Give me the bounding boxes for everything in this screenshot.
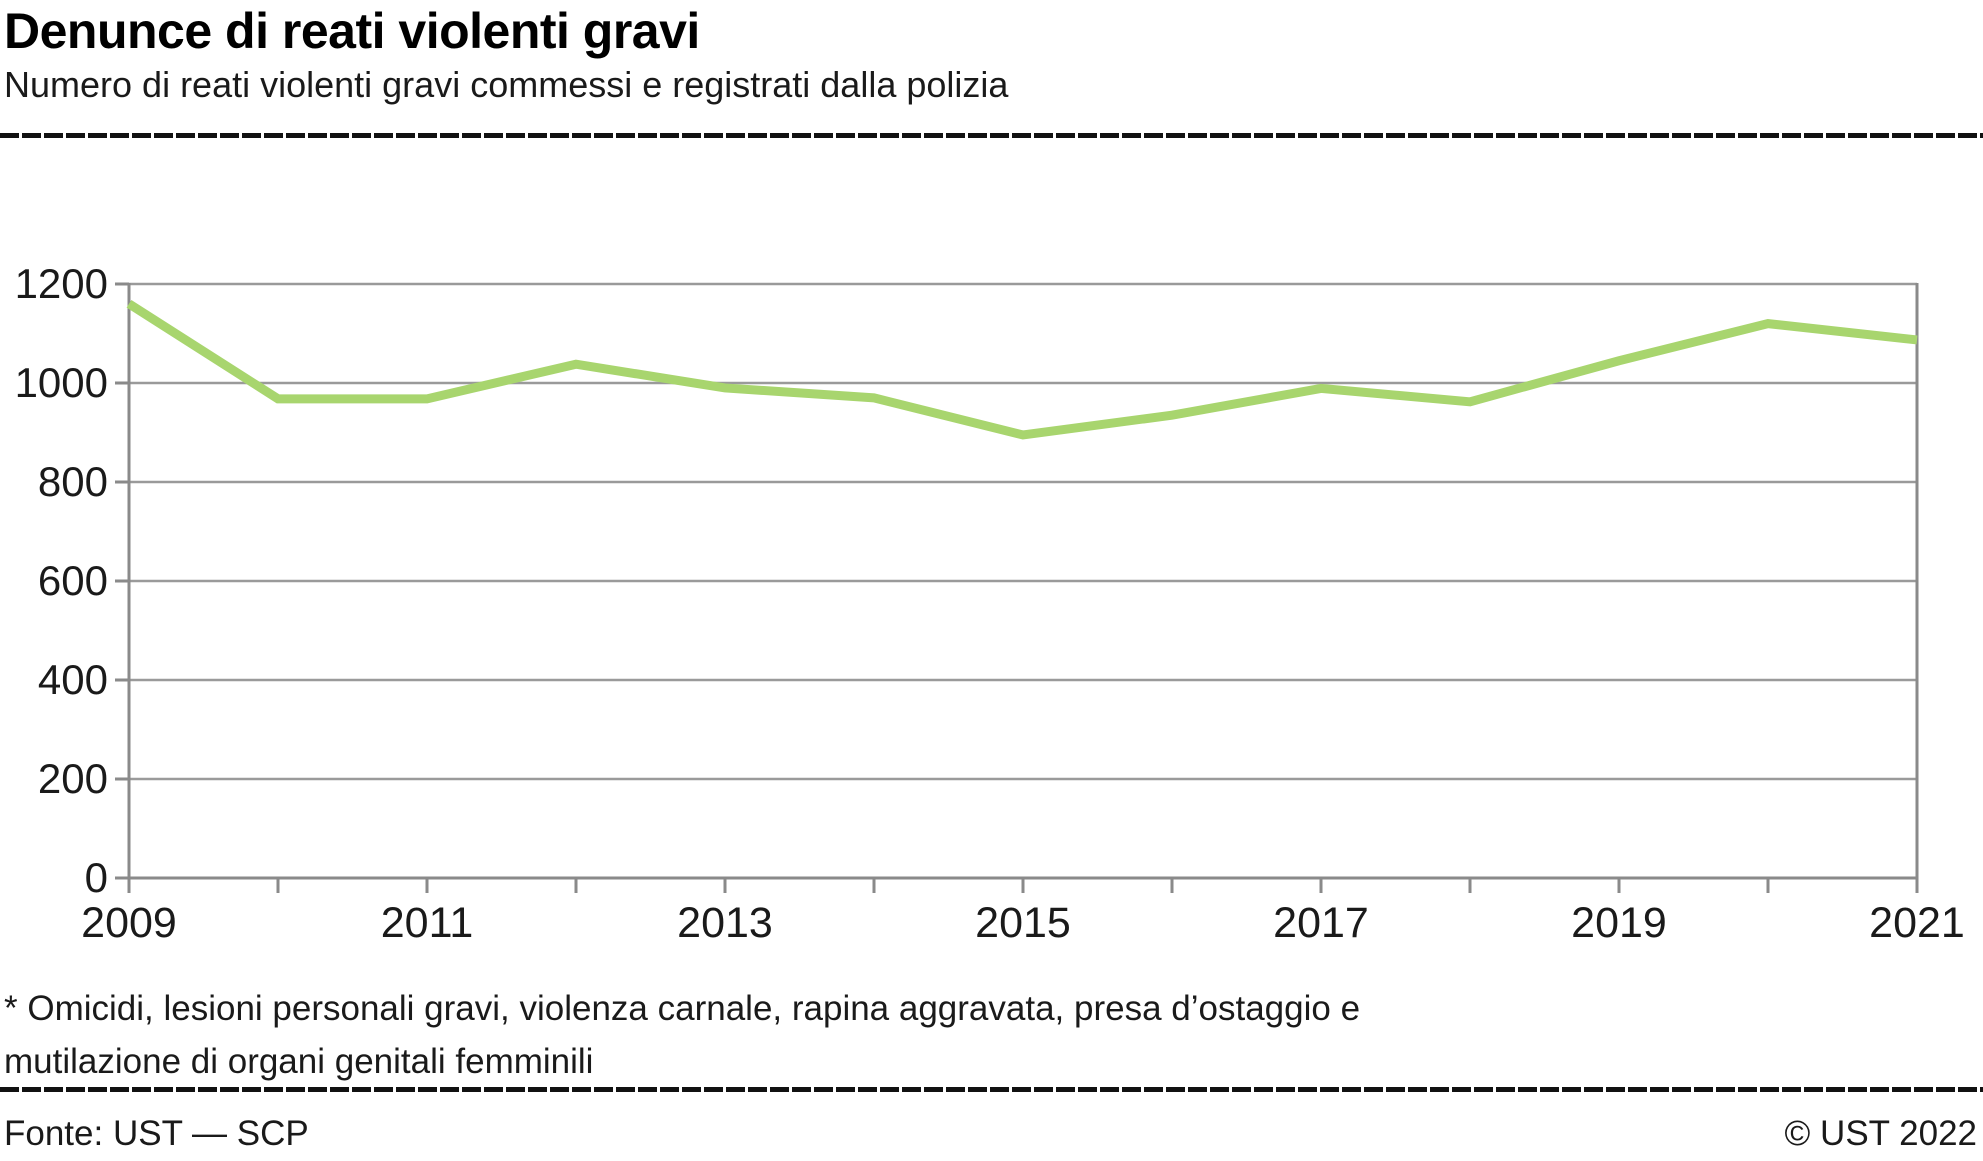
data-series-line (126, 300, 1918, 440)
y-axis-label: 400 (38, 656, 108, 703)
x-axis-label: 2017 (1273, 899, 1369, 947)
x-axis-label: 2015 (975, 899, 1071, 947)
x-axis-label: 2021 (1869, 899, 1965, 947)
y-axis-label: 1000 (15, 359, 108, 406)
footnote-line-2: mutilazione di organi genitali femminili (4, 1042, 594, 1081)
x-axis-label: 2009 (81, 899, 177, 947)
page-subtitle: Numero di reati violenti gravi commessi … (4, 64, 1009, 105)
y-axis-label: 200 (38, 755, 108, 802)
y-axis-label: 600 (38, 557, 108, 604)
line-chart: 0 200 400 600 800 1000 1200 2009 2011 2013 2015 201… (15, 260, 1965, 947)
y-axis-label: 800 (38, 458, 108, 505)
y-axis-label: 0 (85, 854, 108, 901)
x-axis-label: 2013 (677, 899, 773, 947)
chart-footnote: * Omicidi, lesioni personali gravi, viol… (4, 982, 1360, 1088)
page-title: Denunce di reati violenti gravi (4, 3, 700, 59)
x-axis-label: 2011 (381, 899, 473, 947)
bottom-divider (0, 1087, 1983, 1092)
top-divider (0, 133, 1983, 138)
footnote-line-1: * Omicidi, lesioni personali gravi, viol… (4, 989, 1361, 1028)
x-axis-label: 2019 (1571, 899, 1667, 947)
y-axis-label: 1200 (15, 260, 108, 307)
copyright-label: © UST 2022 (1784, 1114, 1977, 1153)
source-label: Fonte: UST — SCP (4, 1114, 309, 1153)
